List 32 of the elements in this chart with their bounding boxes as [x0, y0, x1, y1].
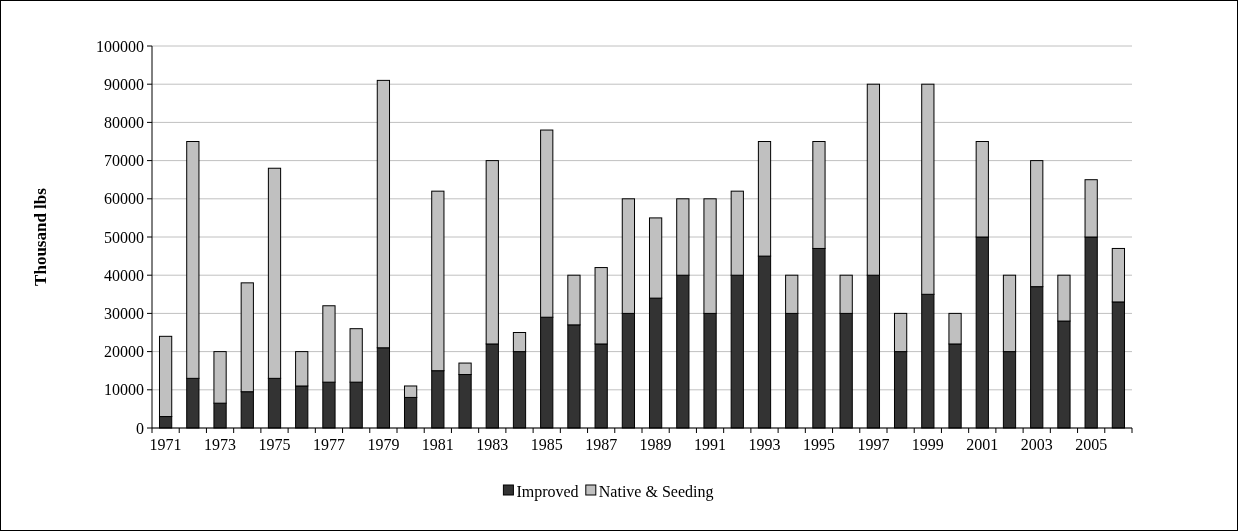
x-tick-label: 2003 — [1020, 436, 1053, 453]
x-tick-label: 1981 — [421, 436, 454, 453]
x-tick-label: 1985 — [530, 436, 563, 453]
x-tick-label: 1995 — [802, 436, 835, 453]
y-tick-label: 50000 — [104, 228, 144, 246]
y-tick-label: 0 — [136, 419, 144, 437]
x-tick-label: 1999 — [911, 436, 944, 453]
y-tick-label: 70000 — [104, 152, 144, 170]
y-tick-label: 30000 — [104, 305, 144, 322]
y-tick-label: 80000 — [104, 114, 144, 131]
x-tick-label: 1989 — [639, 436, 672, 453]
x-tick-label: 1977 — [312, 436, 345, 453]
x-tick-label: 2001 — [966, 436, 999, 453]
x-tick-label: 1991 — [694, 436, 727, 453]
y-tick-label: 40000 — [104, 266, 144, 284]
x-tick-label: 1987 — [585, 436, 618, 453]
y-tick-label: 60000 — [104, 190, 144, 208]
x-tick-label: 1971 — [149, 436, 182, 453]
x-tick-label: 1997 — [857, 436, 890, 453]
x-tick-label: 1979 — [367, 436, 400, 453]
y-tick-label: 20000 — [104, 343, 144, 361]
y-tick-label: 90000 — [104, 75, 144, 93]
x-tick-label: 1975 — [258, 436, 291, 453]
legend-label: Native & Seeding — [598, 482, 714, 501]
x-tick-label: 2005 — [1075, 436, 1108, 453]
x-tick-label: 1993 — [748, 436, 781, 453]
x-tick-label: 1973 — [204, 436, 237, 453]
y-tick-label: 100000 — [96, 37, 144, 55]
y-axis-title: Thousand lbs — [31, 187, 50, 286]
x-tick-label: 1983 — [476, 436, 509, 453]
y-tick-label: 10000 — [104, 381, 144, 399]
legend-label: Improved — [516, 482, 579, 501]
